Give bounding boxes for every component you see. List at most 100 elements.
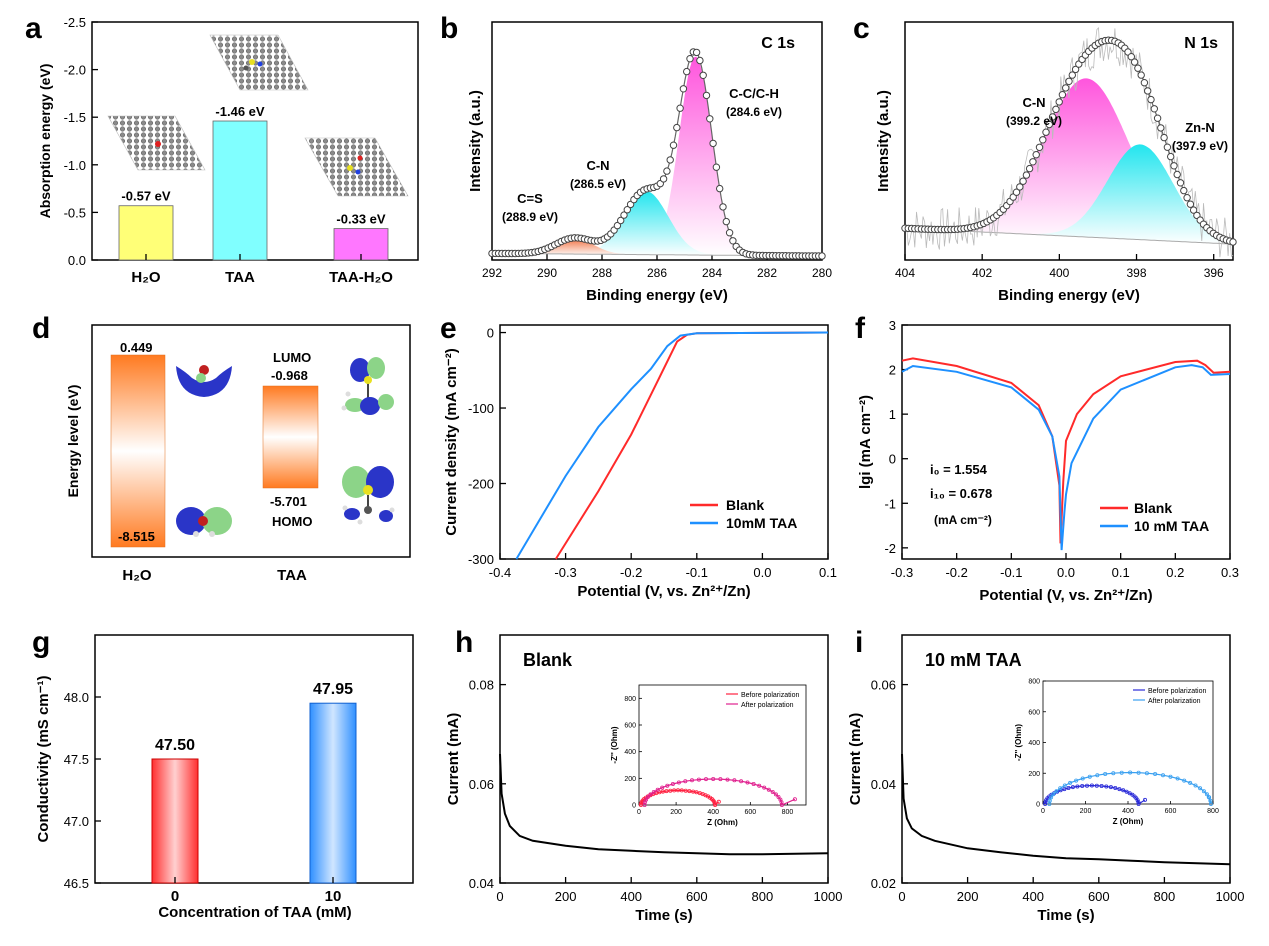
panel-e-xtick-label: -0.1 [686, 565, 708, 580]
i-plot-inset-point [1135, 798, 1140, 803]
i-plot-inset-xtick-label: 0 [1041, 808, 1045, 815]
taa-homo-orbital-image [342, 466, 395, 525]
b-plot-peak-value: (284.6 eV) [726, 105, 782, 119]
b-plot-data-point [683, 67, 691, 76]
graphene-h2o-model [107, 115, 206, 171]
i-plot-ytick-label: 0.02 [871, 876, 896, 891]
h-plot-inset-point [766, 787, 771, 792]
panel-f-ytick-label: 2 [889, 363, 896, 378]
panel-letter-i: i [855, 626, 863, 659]
panel-e-ytick-label: -100 [468, 401, 494, 416]
panel-f-ytick-label: -2 [884, 541, 896, 556]
i-plot-inset-point [1103, 772, 1108, 777]
i-plot-inset-point [1153, 772, 1158, 777]
panel-f-xtick-label: -0.3 [891, 565, 913, 580]
c-plot-data-point [1186, 200, 1195, 208]
h-plot-inset-point [665, 783, 670, 788]
i-plot-inset-ytick-label: 600 [1028, 709, 1040, 716]
c-plot-data-point [1183, 194, 1191, 202]
panel-c-xlabel: Binding energy (eV) [998, 287, 1140, 304]
panel-a-ytick-label: -2.0 [64, 63, 86, 78]
h-plot-inset-legend-label: After polarization [741, 702, 794, 709]
panel-d-energy-levels: Energy level (eV) 0.449 -8.515 LUMO -0.9… [65, 324, 411, 584]
panel-i-chronoamperometry-taa: 10 mM TAA Current (mA) Time (s) 0 200 400 6… [847, 634, 1244, 924]
b-plot-xtick-label: 286 [647, 266, 667, 280]
c-plot-data-point [1058, 91, 1067, 99]
panel-e-legend-label: Blank [726, 497, 764, 513]
c-plot-data-point [1045, 120, 1054, 129]
taa-homo-label: HOMO [272, 514, 312, 529]
i-plot-inset-point [1188, 780, 1193, 785]
i-plot-inset-xtick-label: 800 [1207, 808, 1219, 815]
panel-f-ytick-label: 0 [889, 452, 896, 467]
panel-letter-e: e [440, 312, 457, 345]
i-plot-ytick-label: 0.06 [871, 678, 896, 693]
i-plot-inset-point [1068, 780, 1073, 785]
i-plot-xtick-label: 400 [1022, 889, 1044, 904]
panel-b-xps-c1s: C 1s Intensity (a.u.) Binding energy (eV… [467, 21, 832, 304]
h-plot-inset-point [725, 777, 730, 782]
c-plot-data-point [1039, 136, 1047, 144]
i-plot-inset-point [1043, 800, 1048, 805]
h-plot-inset-xlabel: Z (Ohm) [707, 818, 738, 827]
panel-g-ylabel: Conductivity (mS cm⁻¹) [35, 675, 52, 842]
c-plot-data-point [1042, 128, 1050, 136]
i-plot-inset-point [1094, 783, 1099, 788]
c-plot-peak-fill [905, 144, 1233, 245]
h-plot-inset-ytick-label: 200 [624, 776, 636, 783]
panel-h-chronoamperometry-blank: Blank Current (mA) Time (s) 0 200 400 600 80… [445, 634, 842, 924]
panel-e-ytick-label: -200 [468, 477, 494, 492]
b-plot-data-point [699, 71, 707, 80]
i-plot-inset-point [1168, 774, 1173, 779]
c-plot-data-point [1153, 114, 1162, 122]
panel-f-tafel: lgi (mA cm⁻²) Potential (V, vs. Zn²⁺/Zn)… [857, 318, 1239, 604]
panel-c-title: N 1s [1184, 35, 1218, 52]
b-plot-data-point [620, 211, 628, 219]
h-plot-inset-point [664, 789, 669, 794]
h2o-homo-value: -8.515 [118, 529, 155, 544]
panel-a-ytick-label: -1.5 [64, 110, 86, 125]
i-plot-xtick-label: 0 [898, 889, 905, 904]
panel-f-xtick-label: 0.3 [1221, 565, 1239, 580]
panel-b-xlabel: Binding energy (eV) [586, 287, 728, 304]
h-plot-inset-point [779, 803, 784, 808]
c-plot-data-point [1016, 183, 1024, 191]
h-plot-inset-point [751, 782, 756, 787]
panel-a-bar [212, 120, 268, 261]
h-plot-inset-xtick-label: 400 [707, 809, 719, 816]
b-plot-data-point [686, 55, 694, 63]
i-plot-xtick-label: 600 [1088, 889, 1110, 904]
i-plot-inset-point [1099, 784, 1104, 789]
i-plot-inset-point [1117, 787, 1122, 792]
panel-a-bar-chart: Absorption energy (eV) 0.0 -0.5 -1.0 -1.5 -2… [37, 15, 419, 286]
panel-c-xps-n1s: N 1s Intensity (a.u.) Binding energy (eV… [875, 21, 1237, 304]
c-plot-data-point [1160, 133, 1168, 142]
b-plot-data-point [818, 252, 826, 260]
h2o-homo-orbital-image [176, 507, 232, 537]
i-plot-inset-legend-label: After polarization [1148, 698, 1201, 705]
c-plot-peak-value: (397.9 eV) [1172, 139, 1228, 153]
h-plot-inset-point [713, 803, 718, 808]
i-plot-inset-point [1119, 770, 1124, 775]
h2o-lumo-orbital-image [176, 365, 232, 397]
i-plot-inset-ylabel: -Z'' (Ohm) [1014, 724, 1023, 761]
c-plot-data-point [1144, 87, 1152, 95]
h-plot-inset-point [676, 780, 681, 785]
i-plot-inset-point [1062, 787, 1067, 792]
h-plot-inset-frame [638, 684, 807, 806]
b-plot-peak-fill [492, 238, 822, 256]
i-plot-inset-point [1111, 771, 1116, 776]
panel-e-xtick-label: 0.1 [819, 565, 837, 580]
h-plot-inset-xtick-label: 600 [744, 809, 756, 816]
panel-e-frame [499, 324, 829, 560]
i-plot-inset-point [1175, 776, 1180, 781]
h-plot-inset-xtick-label: 200 [670, 809, 682, 816]
c-plot-data-point [1055, 98, 1063, 106]
c-plot-raw-data-line [904, 26, 1234, 258]
panel-f-i0: i₀ = 1.554 [930, 462, 988, 477]
b-plot-data-point [617, 216, 625, 225]
h-plot-inset-point [745, 780, 750, 785]
h-plot-xtick-label: 0 [496, 889, 503, 904]
h-plot-inset-point [648, 792, 653, 797]
